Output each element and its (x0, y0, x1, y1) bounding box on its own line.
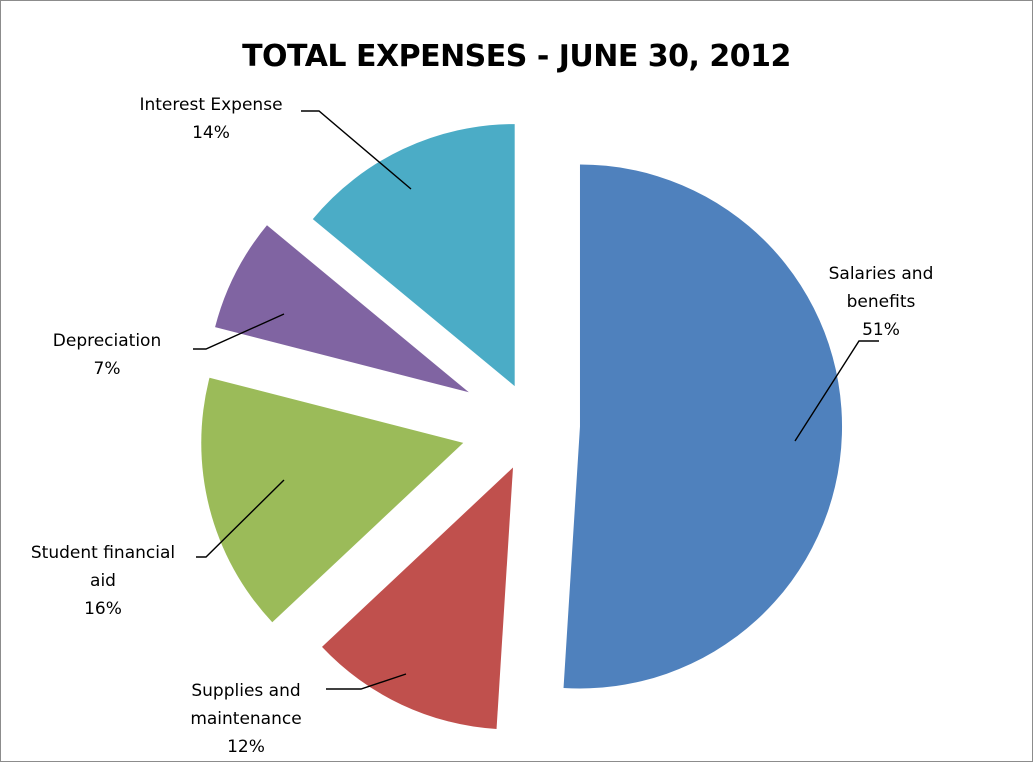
chart-title: TOTAL EXPENSES - JUNE 30, 2012 (242, 39, 791, 74)
data-label-interest-expense: Interest Expense 14% (139, 95, 282, 143)
pie-slice-interest-expense (312, 124, 515, 387)
pie-slice-salaries-and-benefits (563, 164, 843, 689)
data-label-depreciation: Depreciation 7% (53, 331, 161, 379)
leader-line-interest-expense (301, 110, 412, 190)
data-label-salaries-and-benefits: Salaries and benefits 51% (829, 264, 934, 340)
data-label-supplies-and-maintenance: Supplies and maintenance 12% (190, 681, 301, 757)
leader-line-student-financial-aid (196, 479, 285, 558)
leader-line-depreciation (193, 313, 285, 350)
leader-line-supplies-and-maintenance (326, 673, 407, 690)
pie-slice-depreciation (215, 225, 469, 393)
data-label-student-financial-aid: Student financial aid 16% (31, 543, 175, 619)
pie-slice-student-financial-aid (201, 377, 464, 623)
leader-line-salaries-and-benefits (794, 340, 879, 442)
pie-slice-supplies-and-maintenance (322, 467, 513, 730)
